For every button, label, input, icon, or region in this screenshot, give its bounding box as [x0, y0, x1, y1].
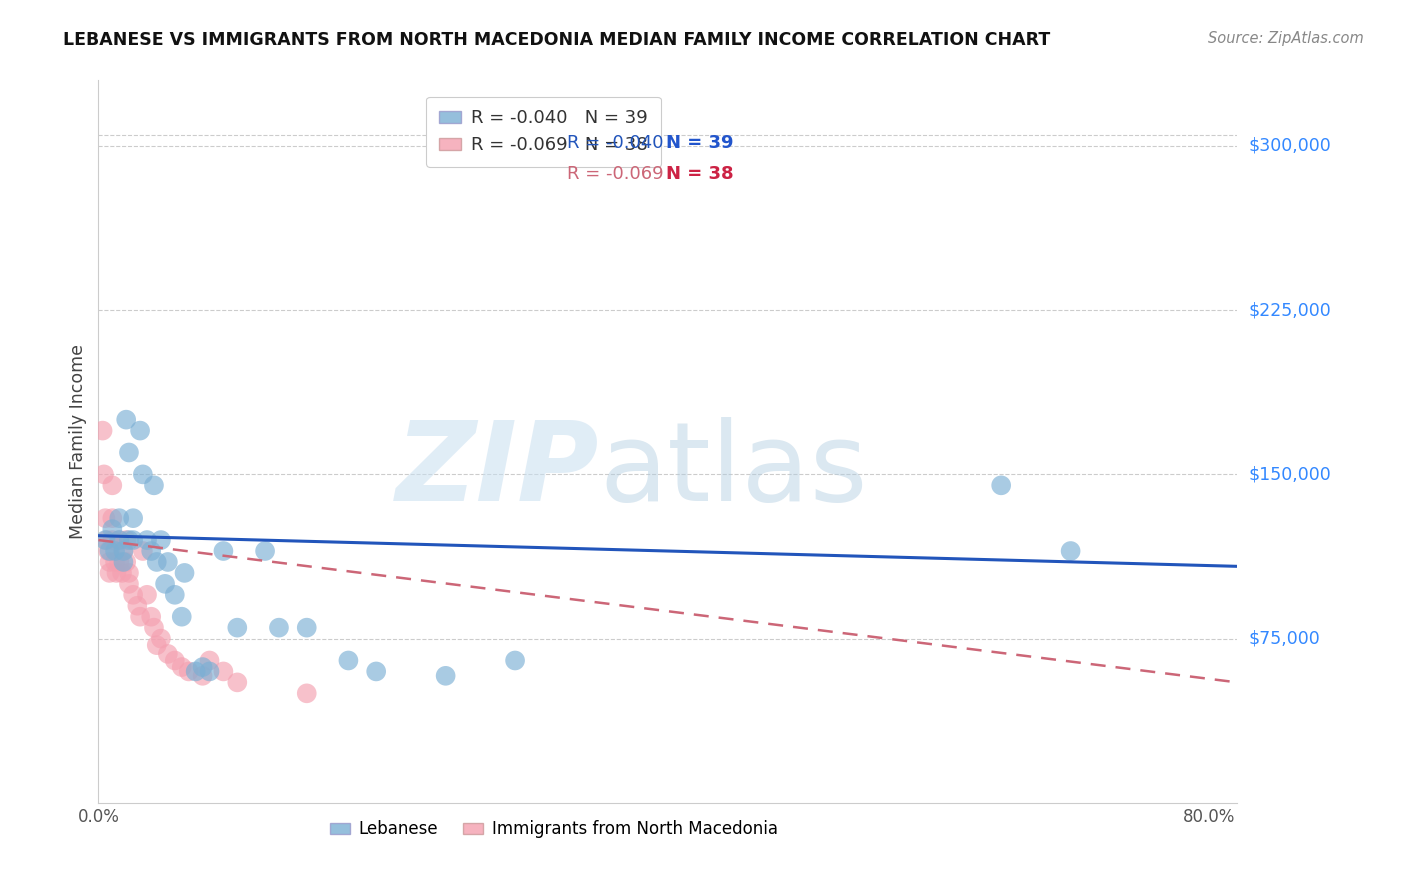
Point: [366, 665, 388, 679]
Point: [434, 669, 457, 683]
Point: [149, 632, 172, 646]
Text: $75,000: $75,000: [1249, 630, 1320, 648]
Point: [111, 566, 134, 580]
Point: [112, 555, 135, 569]
Point: [127, 599, 149, 613]
Point: [141, 609, 163, 624]
Point: [143, 478, 166, 492]
Point: [115, 412, 138, 426]
Point: [91, 424, 114, 438]
Point: [177, 665, 200, 679]
Point: [105, 566, 128, 580]
Point: [163, 653, 186, 667]
Point: [153, 577, 176, 591]
Legend: Lebanese, Immigrants from North Macedonia: Lebanese, Immigrants from North Macedoni…: [323, 814, 785, 845]
Point: [98, 566, 121, 580]
Point: [101, 533, 124, 547]
Text: N = 39: N = 39: [665, 134, 733, 152]
Point: [96, 533, 118, 547]
Text: ZIP: ZIP: [396, 417, 599, 524]
Point: [97, 544, 120, 558]
Point: [132, 467, 155, 482]
Point: [170, 609, 193, 624]
Text: N = 38: N = 38: [665, 164, 734, 183]
Text: $300,000: $300,000: [1249, 137, 1331, 155]
Point: [129, 609, 152, 624]
Point: [108, 511, 131, 525]
Point: [145, 638, 167, 652]
Point: [122, 588, 145, 602]
Point: [108, 533, 131, 547]
Point: [94, 511, 117, 525]
Point: [101, 511, 124, 525]
Point: [990, 478, 1012, 492]
Text: Source: ZipAtlas.com: Source: ZipAtlas.com: [1208, 31, 1364, 46]
Point: [132, 544, 155, 558]
Text: LEBANESE VS IMMIGRANTS FROM NORTH MACEDONIA MEDIAN FAMILY INCOME CORRELATION CHA: LEBANESE VS IMMIGRANTS FROM NORTH MACEDO…: [63, 31, 1050, 49]
Point: [112, 544, 135, 558]
Point: [337, 653, 360, 667]
Point: [98, 544, 121, 558]
Point: [226, 621, 249, 635]
Point: [108, 533, 131, 547]
Point: [115, 533, 138, 547]
Point: [136, 533, 159, 547]
Point: [198, 653, 221, 667]
Text: R = -0.069: R = -0.069: [567, 164, 664, 183]
Point: [191, 669, 214, 683]
Point: [267, 621, 290, 635]
Point: [93, 467, 115, 482]
Point: [101, 522, 124, 536]
Point: [112, 544, 135, 558]
Point: [104, 544, 127, 558]
Point: [94, 533, 117, 547]
Point: [104, 555, 127, 569]
Point: [212, 544, 235, 558]
Point: [170, 660, 193, 674]
Point: [136, 588, 159, 602]
Point: [118, 533, 141, 547]
Point: [226, 675, 249, 690]
Point: [173, 566, 195, 580]
Point: [118, 566, 141, 580]
Point: [115, 555, 138, 569]
Point: [143, 621, 166, 635]
Point: [118, 445, 141, 459]
Text: R = -0.040: R = -0.040: [567, 134, 664, 152]
Point: [1059, 544, 1081, 558]
Point: [149, 533, 172, 547]
Point: [191, 660, 214, 674]
Point: [141, 544, 163, 558]
Point: [101, 478, 124, 492]
Point: [295, 621, 318, 635]
Point: [108, 555, 131, 569]
Text: $150,000: $150,000: [1249, 466, 1331, 483]
Point: [118, 577, 141, 591]
Text: atlas: atlas: [599, 417, 868, 524]
Point: [212, 665, 235, 679]
Point: [503, 653, 526, 667]
Point: [163, 588, 186, 602]
Point: [295, 686, 318, 700]
Point: [122, 533, 145, 547]
Point: [122, 511, 145, 525]
Point: [129, 424, 152, 438]
Text: $225,000: $225,000: [1249, 301, 1331, 319]
Point: [198, 665, 221, 679]
Y-axis label: Median Family Income: Median Family Income: [69, 344, 87, 539]
Point: [254, 544, 277, 558]
Point: [145, 555, 167, 569]
Point: [156, 647, 179, 661]
Point: [156, 555, 179, 569]
Point: [98, 555, 121, 569]
Point: [184, 665, 207, 679]
